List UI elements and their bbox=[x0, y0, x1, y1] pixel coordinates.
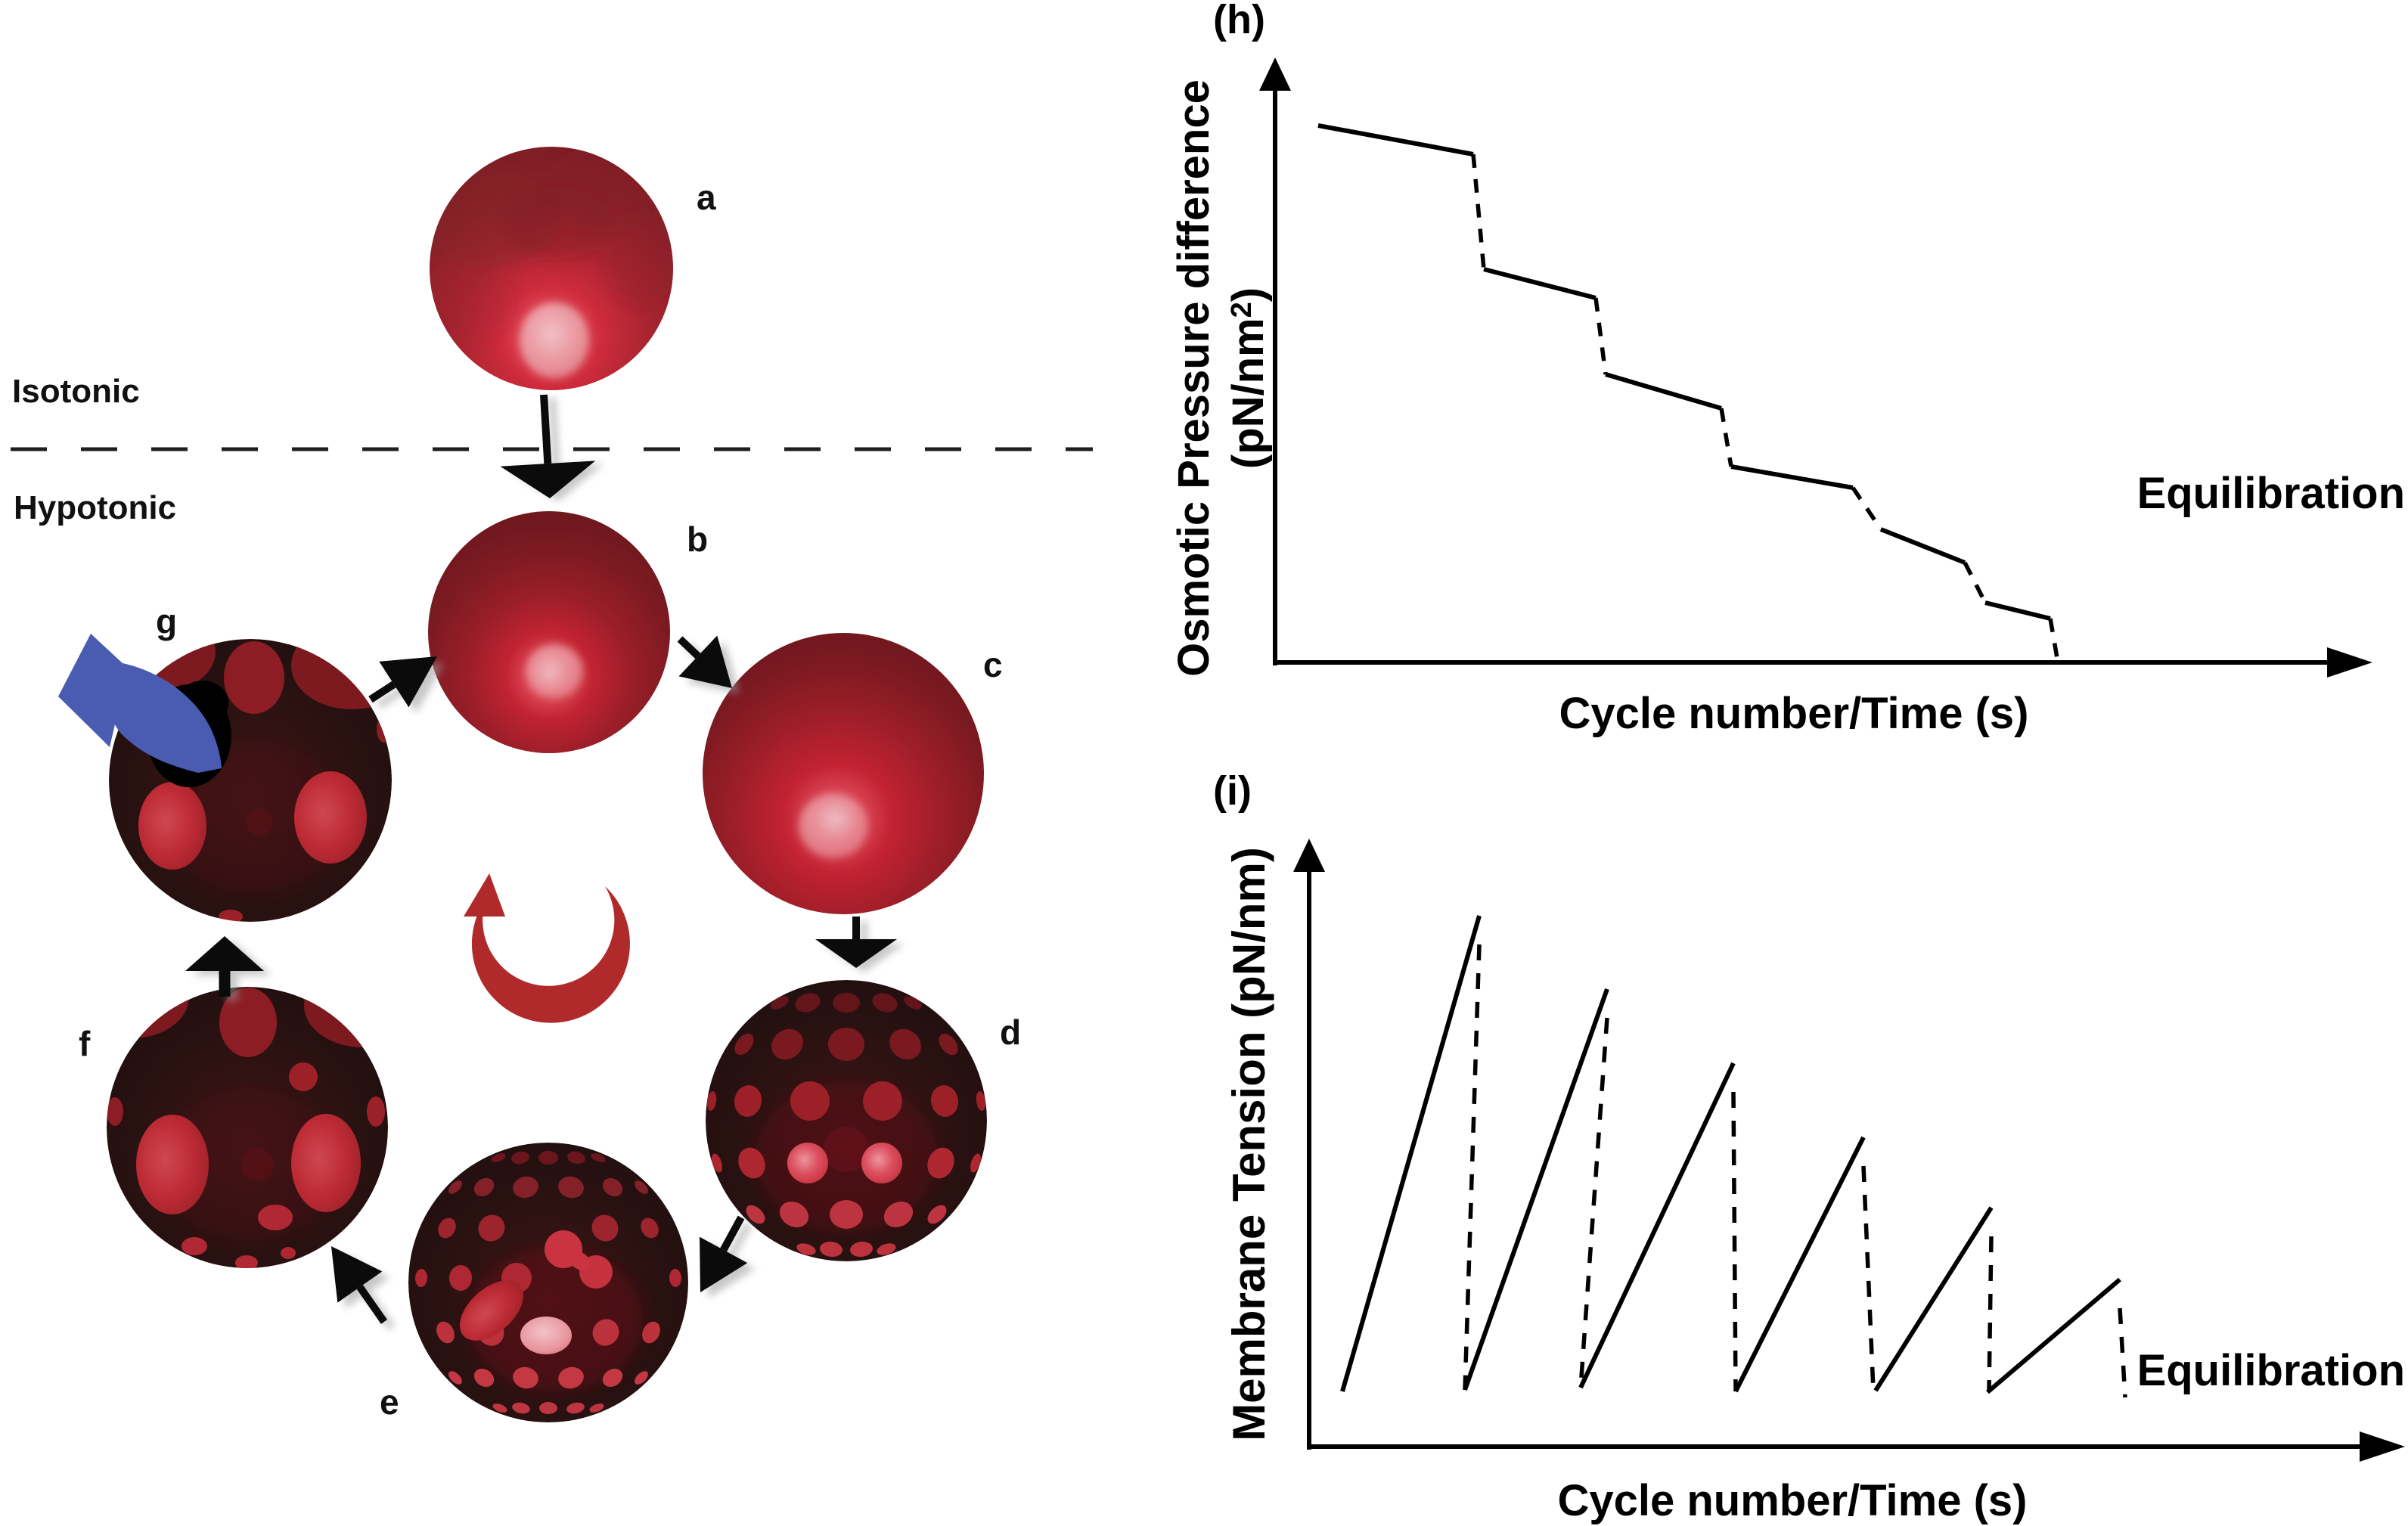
svg-text:f: f bbox=[79, 1024, 91, 1063]
svg-text:d: d bbox=[1000, 1013, 1021, 1052]
svg-text:Cycle number/Time (s): Cycle number/Time (s) bbox=[1559, 689, 2028, 738]
svg-text:b: b bbox=[687, 520, 708, 559]
svg-text:Membrane Tension (pN/nm): Membrane Tension (pN/nm) bbox=[1224, 847, 1274, 1441]
svg-text:Equilibration: Equilibration bbox=[2137, 1346, 2405, 1395]
svg-text:a: a bbox=[697, 178, 716, 217]
svg-text:g: g bbox=[156, 602, 177, 641]
svg-text:Osmotic Pressure difference: Osmotic Pressure difference bbox=[1169, 79, 1218, 677]
svg-text:e: e bbox=[380, 1382, 399, 1422]
svg-text:(i): (i) bbox=[1213, 768, 1252, 814]
svg-text:Hypotonic: Hypotonic bbox=[14, 489, 176, 526]
svg-text:c: c bbox=[983, 645, 1003, 684]
svg-text:(h): (h) bbox=[1213, 0, 1265, 42]
svg-text:Equilibration: Equilibration bbox=[2137, 469, 2405, 518]
svg-text:Isotonic: Isotonic bbox=[12, 373, 140, 410]
svg-text:Cycle number/Time (s): Cycle number/Time (s) bbox=[1557, 1476, 2027, 1525]
